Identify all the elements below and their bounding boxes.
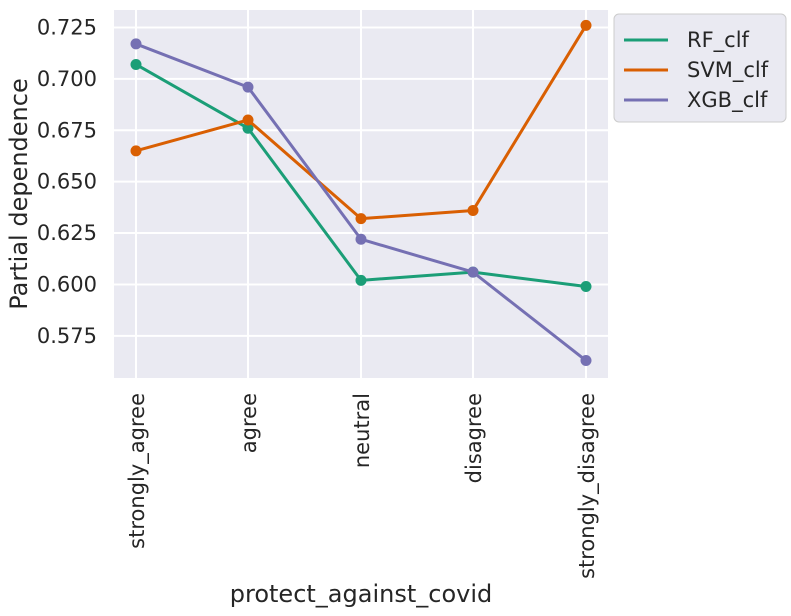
x-tick-label: neutral — [350, 393, 374, 468]
data-point — [467, 204, 479, 216]
y-tick-label: 0.700 — [37, 67, 97, 91]
y-axis-ticks: 0.575 0.600 0.625 0.650 0.675 0.700 0.725 — [37, 15, 97, 347]
x-tick-label: agree — [237, 393, 261, 453]
data-point — [355, 274, 367, 286]
data-point — [355, 213, 367, 225]
data-point — [242, 114, 254, 126]
x-tick-label: strongly_agree — [125, 393, 150, 549]
data-point — [467, 266, 479, 278]
data-point — [130, 145, 142, 157]
y-tick-label: 0.575 — [37, 324, 97, 348]
data-point — [242, 81, 254, 93]
x-tick-label: strongly_disagree — [575, 393, 600, 579]
y-tick-label: 0.600 — [37, 272, 97, 296]
x-axis-ticks: strongly_agree agree neutral disagree strong… — [125, 393, 600, 579]
data-point — [130, 38, 142, 50]
data-point — [580, 19, 592, 31]
y-tick-label: 0.725 — [37, 15, 97, 39]
y-axis-label: Partial dependence — [5, 78, 33, 309]
y-tick-label: 0.650 — [37, 170, 97, 194]
data-point — [130, 58, 142, 70]
series-XGB_clf — [130, 38, 592, 367]
series-group — [130, 19, 592, 367]
y-tick-label: 0.675 — [37, 118, 97, 142]
series-SVM_clf — [130, 19, 592, 225]
data-point — [580, 355, 592, 367]
data-point — [242, 122, 254, 134]
legend-label: RF_clf — [687, 28, 750, 53]
legend-label: XGB_clf — [687, 88, 768, 113]
data-point — [355, 233, 367, 245]
legend-label: SVM_clf — [687, 58, 769, 83]
data-point — [580, 281, 592, 293]
legend: RF_clf SVM_clf XGB_clf — [613, 13, 787, 123]
x-axis-label: protect_against_covid — [230, 580, 492, 608]
y-tick-label: 0.625 — [37, 221, 97, 245]
x-tick-label: disagree — [462, 393, 486, 483]
